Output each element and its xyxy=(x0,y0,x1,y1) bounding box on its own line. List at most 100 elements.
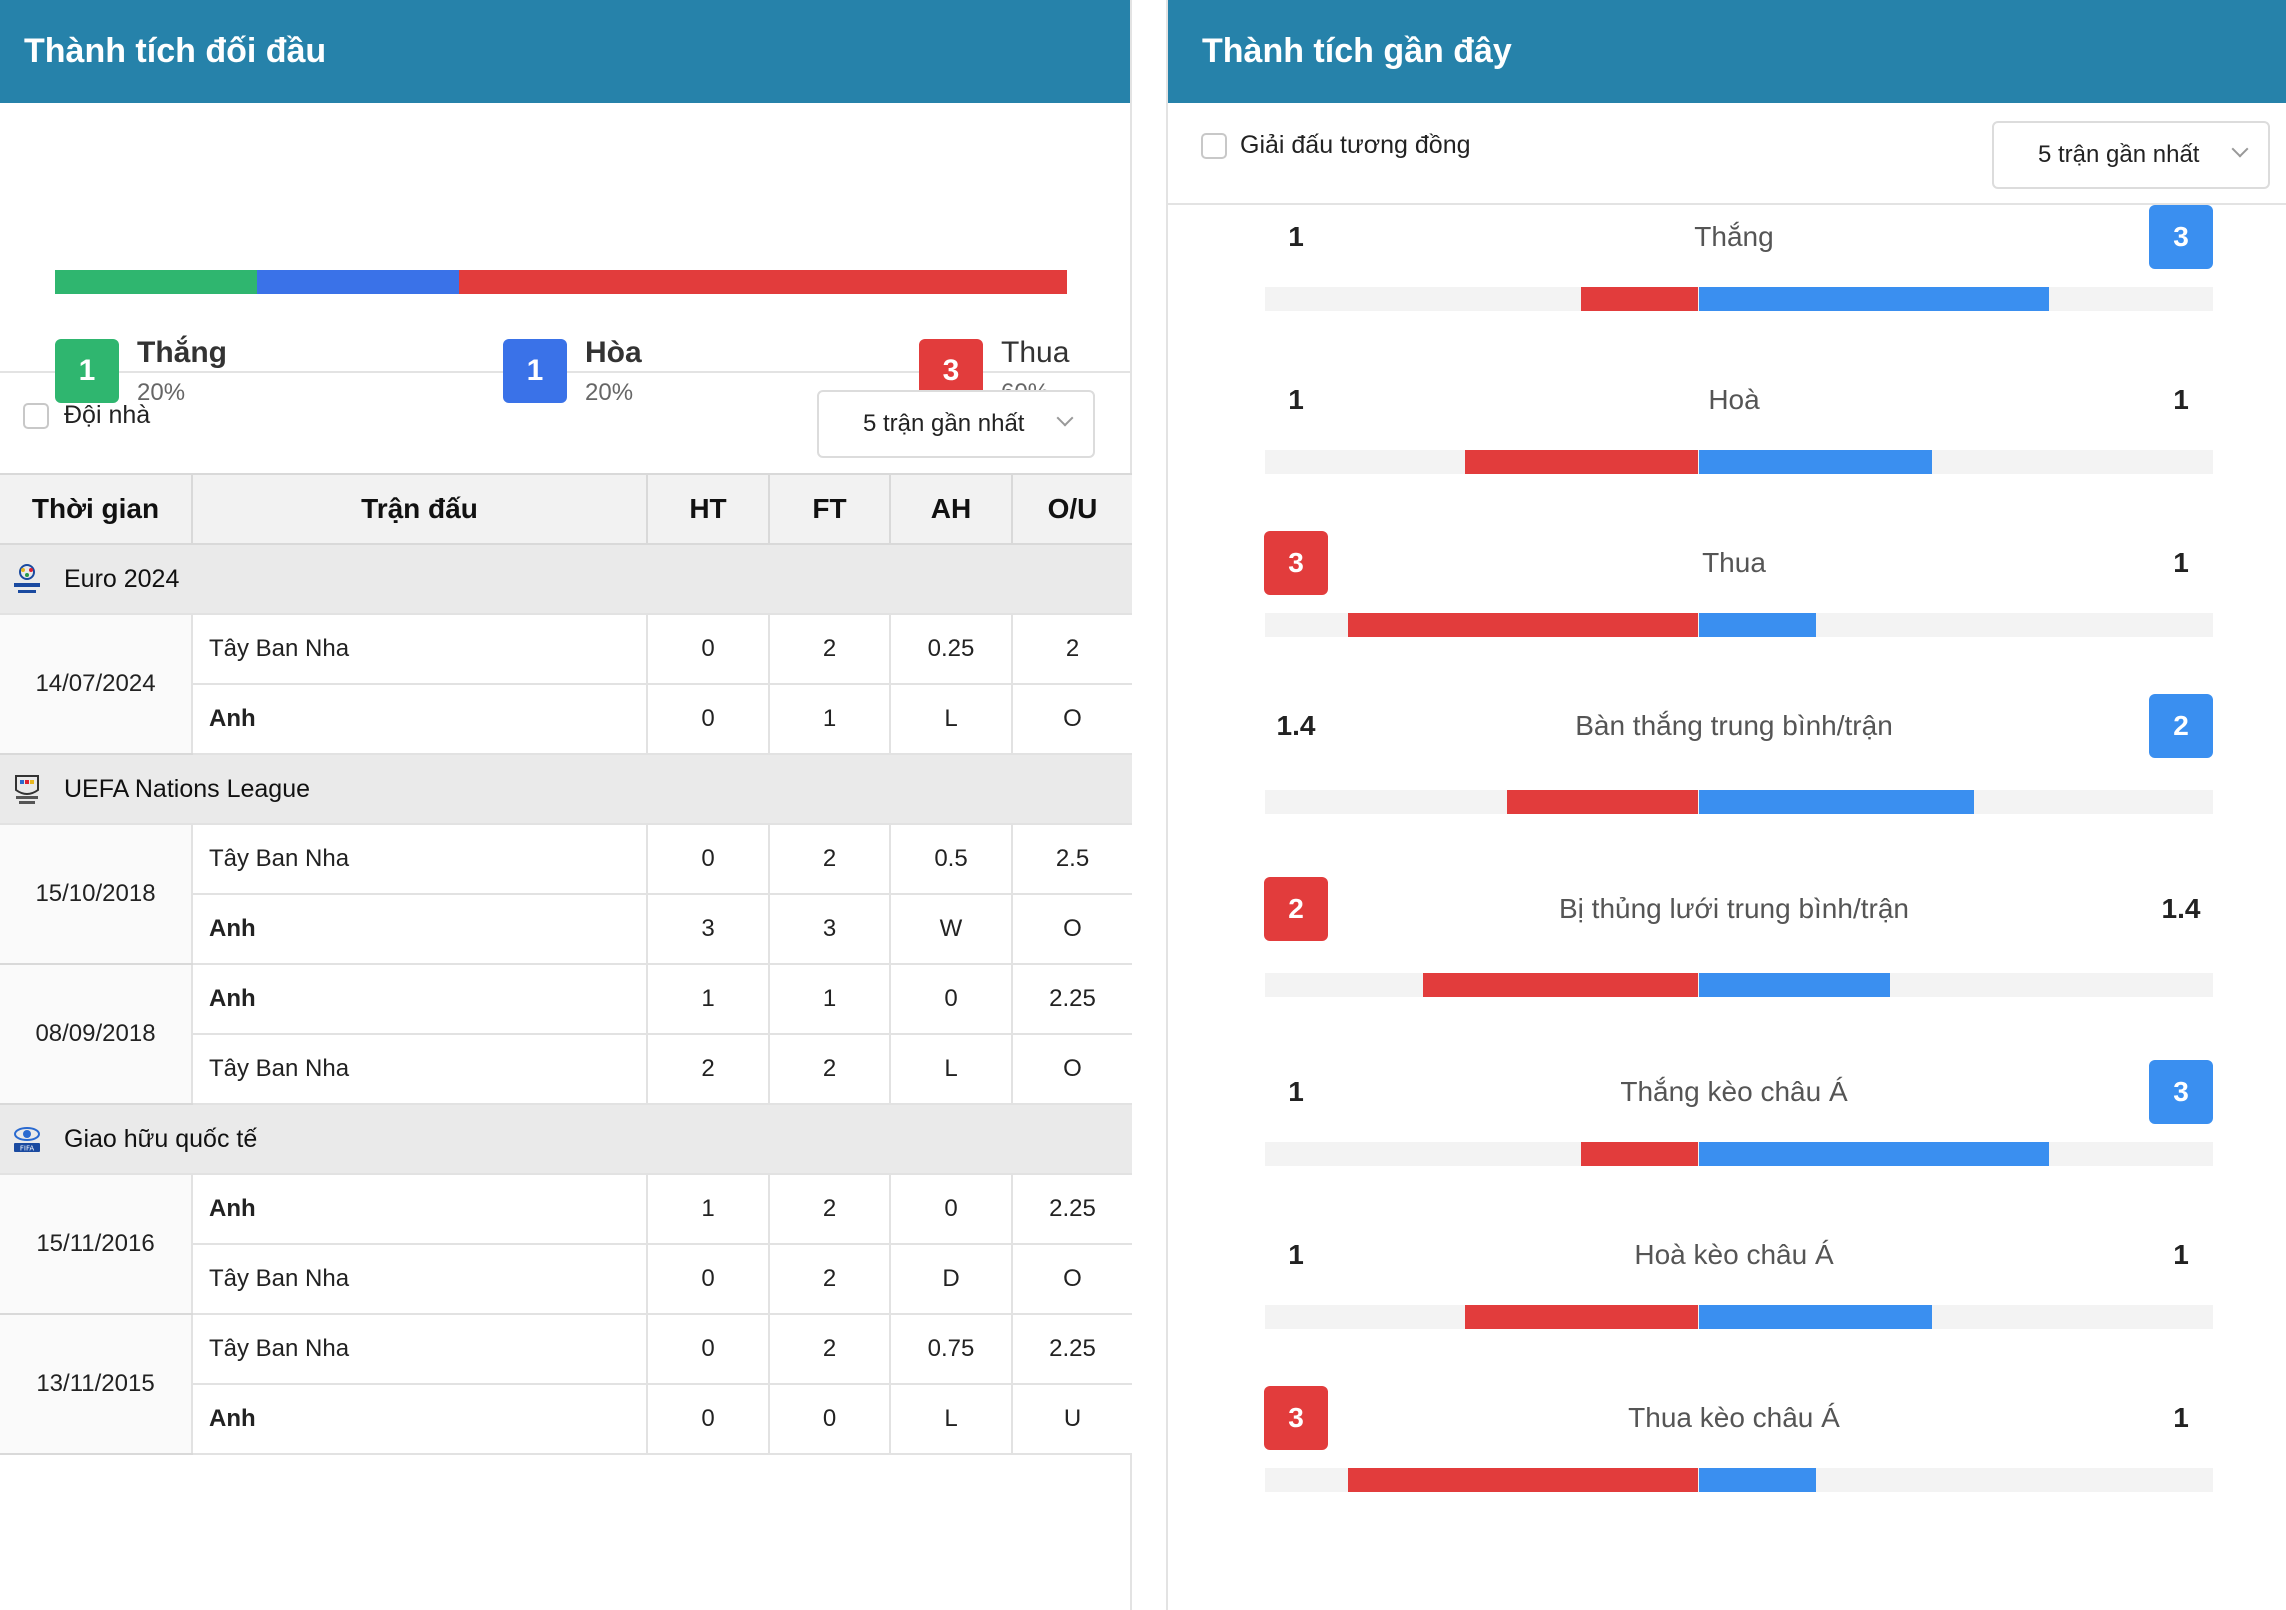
left-team-bar xyxy=(1423,973,1698,997)
table-row[interactable]: 15/11/2016 Anh 1 2 0 2.25 xyxy=(0,1174,1132,1315)
team-name[interactable]: Tây Ban Nha xyxy=(192,1034,648,1105)
league-name: Giao hữu quốc tế xyxy=(64,1124,258,1153)
table-row[interactable]: Anh 0 0 L U xyxy=(0,1384,1132,1455)
ht-score: 1 xyxy=(647,964,770,1035)
comparison-stat-row: 1 Thắng kèo châu Á 3 xyxy=(1168,1060,2286,1223)
right-team-value: 1.4 xyxy=(2161,893,2201,924)
similar-league-checkbox[interactable] xyxy=(1201,133,1227,159)
ah-value: 0.5 xyxy=(890,824,1013,895)
table-row[interactable]: 08/09/2018 Anh 1 1 0 2.25 xyxy=(0,964,1132,1105)
win-count-badge: 1 xyxy=(55,339,119,403)
head-to-head-table: Thời gian Trận đấu HT FT AH O/U Euro 202… xyxy=(0,473,1132,1455)
table-row[interactable]: Tây Ban Nha 0 2 D O xyxy=(0,1244,1132,1315)
euro-2024-logo-icon xyxy=(14,564,40,593)
stat-label: Thắng kèo châu Á xyxy=(1620,1076,1848,1107)
lose-label: Thua xyxy=(1001,336,1070,369)
right-team-value: 1 xyxy=(2173,1239,2189,1270)
summary-bar-win xyxy=(55,270,257,294)
right-team-bar xyxy=(1699,450,1932,474)
head-to-head-summary: 1 Thắng 20% 1 Hòa 20% 3 Thua 60% xyxy=(0,103,1130,406)
ft-score: 2 xyxy=(769,1034,891,1105)
comparison-stat-row: 1 Hoà 1 xyxy=(1168,368,2286,531)
col-header-match: Trận đấu xyxy=(192,473,648,545)
col-header-ah: AH xyxy=(890,473,1013,545)
ah-result: L xyxy=(890,1034,1013,1105)
col-header-ft: FT xyxy=(769,473,891,545)
right-team-value: 3 xyxy=(2149,1060,2213,1124)
ah-result: L xyxy=(890,684,1013,755)
fifa-logo-icon: FIFA xyxy=(14,1127,40,1153)
team-name[interactable]: Anh xyxy=(192,894,648,965)
ou-result: O xyxy=(1012,894,1132,965)
ft-score: 3 xyxy=(769,894,891,965)
summary-bar xyxy=(55,270,1067,294)
ft-score: 2 xyxy=(769,1174,891,1245)
col-header-ht: HT xyxy=(647,473,770,545)
home-team-checkbox[interactable] xyxy=(23,403,49,429)
right-team-bar xyxy=(1699,973,1890,997)
match-count-select[interactable]: 5 trận gần nhất xyxy=(817,390,1095,458)
ou-value: 2.25 xyxy=(1012,964,1132,1035)
stat-label: Thua kèo châu Á xyxy=(1628,1402,1840,1433)
ah-value: 0 xyxy=(890,1174,1013,1245)
right-team-bar xyxy=(1699,613,1816,637)
recent-match-count-select[interactable]: 5 trận gần nhất xyxy=(1992,121,2270,189)
team-name[interactable]: Tây Ban Nha xyxy=(192,614,648,685)
table-row[interactable]: 14/07/2024 Tây Ban Nha 0 2 0.25 2 xyxy=(0,614,1132,755)
win-label: Thắng xyxy=(137,336,227,369)
table-row[interactable]: 13/11/2015 Tây Ban Nha 0 2 0.75 2.25 xyxy=(0,1314,1132,1455)
ft-score: 0 xyxy=(769,1384,891,1455)
table-row[interactable]: Anh 0 1 L O xyxy=(0,684,1132,755)
left-team-bar xyxy=(1581,1142,1698,1166)
ou-value: 2 xyxy=(1012,614,1132,685)
team-name[interactable]: Anh xyxy=(192,1384,648,1455)
win-stat: 1 Thắng 20% xyxy=(55,335,227,407)
team-name[interactable]: Anh xyxy=(192,684,648,755)
team-name[interactable]: Tây Ban Nha xyxy=(192,1244,648,1315)
stat-label: Hoà xyxy=(1708,384,1760,415)
left-team-value: 3 xyxy=(1264,1386,1328,1450)
league-row: UEFA Nations League xyxy=(0,754,1132,825)
ht-score: 2 xyxy=(647,1034,770,1105)
similar-league-checkbox-label[interactable]: Giải đấu tương đồng xyxy=(1240,131,1471,159)
right-team-value: 1 xyxy=(2173,384,2189,415)
team-name[interactable]: Anh xyxy=(192,1174,648,1245)
stat-label: Thắng xyxy=(1694,221,1774,252)
left-team-value: 1.4 xyxy=(1276,710,1316,741)
left-team-value: 2 xyxy=(1264,877,1328,941)
table-row[interactable]: 15/10/2018 Tây Ban Nha 0 2 0.5 2.5 xyxy=(0,824,1132,965)
league-name: Euro 2024 xyxy=(64,564,180,593)
col-header-ou: O/U xyxy=(1012,473,1132,545)
league-name: UEFA Nations League xyxy=(64,774,310,803)
league-row: FIFA Giao hữu quốc tế xyxy=(0,1104,1132,1175)
team-name[interactable]: Tây Ban Nha xyxy=(192,1314,648,1385)
ah-result: D xyxy=(890,1244,1013,1315)
ht-score: 3 xyxy=(647,894,770,965)
recent-match-count-select-value: 5 trận gần nhất xyxy=(2038,141,2200,168)
ou-result: U xyxy=(1012,1384,1132,1455)
left-team-bar xyxy=(1507,790,1698,814)
ht-score: 0 xyxy=(647,1384,770,1455)
left-team-value: 1 xyxy=(1288,1076,1304,1107)
head-to-head-filter: Đội nhà 5 trận gần nhất xyxy=(0,373,1130,474)
left-team-value: 1 xyxy=(1288,1239,1304,1270)
ht-score: 0 xyxy=(647,1314,770,1385)
stat-label: Bị thủng lưới trung bình/trận xyxy=(1559,893,1909,924)
table-row[interactable]: Tây Ban Nha 2 2 L O xyxy=(0,1034,1132,1105)
match-date: 13/11/2015 xyxy=(0,1314,193,1455)
ht-score: 0 xyxy=(647,824,770,895)
team-name[interactable]: Tây Ban Nha xyxy=(192,824,648,895)
right-team-value: 3 xyxy=(2149,205,2213,269)
ht-score: 0 xyxy=(647,684,770,755)
home-team-checkbox-label[interactable]: Đội nhà xyxy=(64,401,151,429)
comparison-stat-row: 3 Thua kèo châu Á 1 xyxy=(1168,1386,2286,1549)
ou-value: 2.5 xyxy=(1012,824,1132,895)
comparison-stat-row: 3 Thua 1 xyxy=(1168,531,2286,694)
ht-score: 0 xyxy=(647,1244,770,1315)
team-name[interactable]: Anh xyxy=(192,964,648,1035)
comparison-stat-row: 1.4 Bàn thắng trung bình/trận 2 xyxy=(1168,694,2286,877)
table-row[interactable]: Anh 3 3 W O xyxy=(0,894,1132,965)
left-team-bar xyxy=(1348,1468,1698,1492)
left-team-value: 3 xyxy=(1264,531,1328,595)
recent-form-stats: 1 Thắng 3 1 Hoà 1 3 Thua 1 1.4 Bàn thắng trung bìn… xyxy=(1168,205,2286,1549)
